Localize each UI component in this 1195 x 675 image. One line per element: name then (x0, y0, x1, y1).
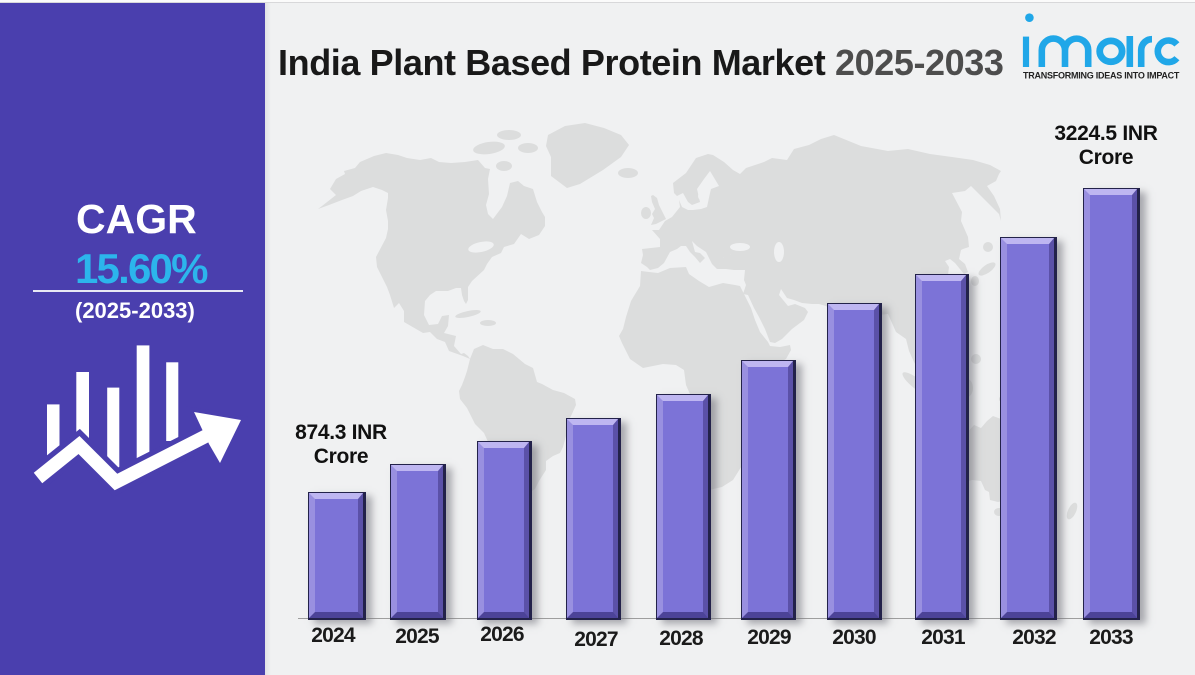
svg-text:TRANSFORMING IDEAS INTO IMPACT: TRANSFORMING IDEAS INTO IMPACT (1023, 70, 1180, 80)
